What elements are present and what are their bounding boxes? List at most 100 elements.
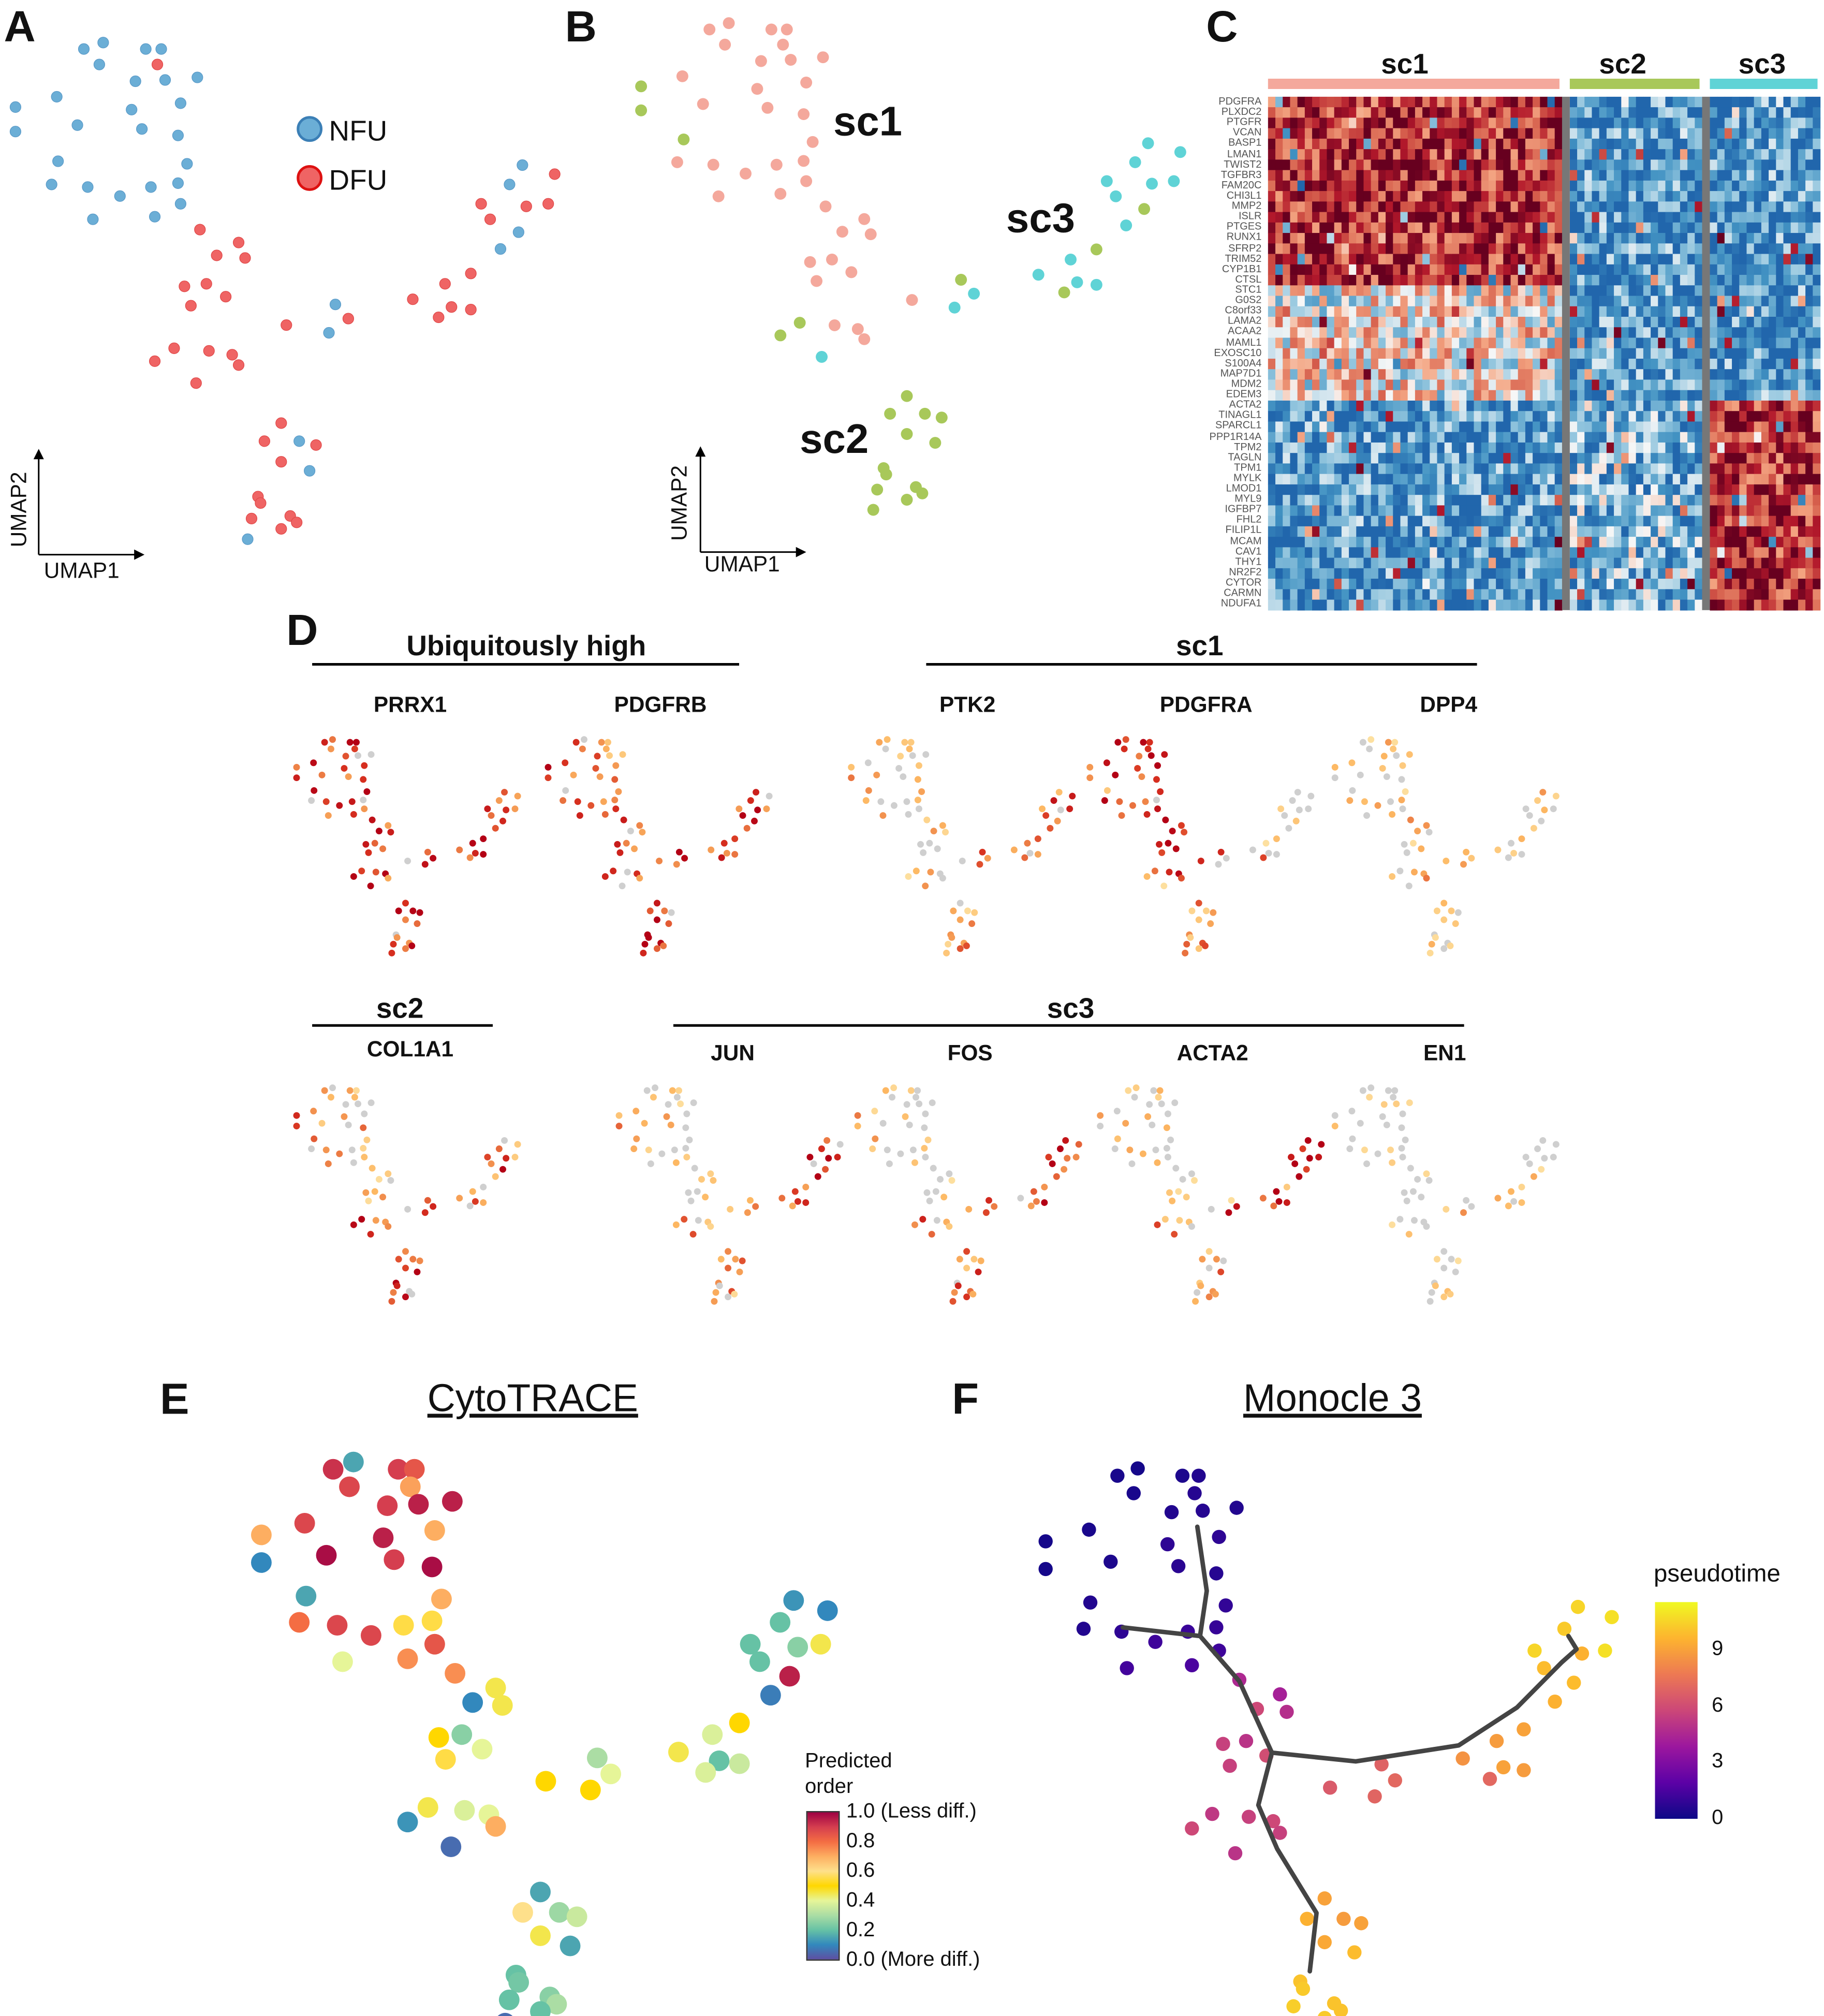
heatmap-cell: [1518, 579, 1526, 590]
heatmap-cell: [1510, 296, 1519, 307]
heatmap-cell: [1474, 505, 1482, 517]
heatmap-cell: [1290, 327, 1298, 339]
heatmap-cell: [1437, 264, 1445, 275]
heatmap-cell: [1724, 275, 1732, 286]
heatmap-cell: [1761, 222, 1769, 233]
heatmap-cell: [1569, 432, 1578, 443]
heatmap-cell: [1503, 233, 1511, 244]
heatmap-cell: [1540, 526, 1548, 537]
heatmap-cell: [1628, 505, 1637, 517]
heatmap-cell: [1466, 390, 1475, 401]
heatmap-cell: [1297, 149, 1305, 160]
heatmap-cell: [1651, 442, 1659, 453]
heatmap-cell: [1628, 128, 1637, 139]
heatmap-cell: [1275, 421, 1283, 433]
heatmap-cell: [1798, 159, 1806, 171]
heatmap-cell: [1805, 495, 1814, 506]
heatmap-cell: [1503, 296, 1511, 307]
expression-point: [1187, 934, 1194, 941]
heatmap-cell: [1584, 222, 1593, 233]
heatmap-cell: [1554, 201, 1563, 213]
expression-point: [653, 916, 660, 923]
feature-title-prrx1: PRRX1: [373, 693, 447, 717]
pseudotime-point: [1196, 1504, 1210, 1518]
expression-point: [665, 1101, 672, 1108]
heatmap-cell: [1422, 180, 1431, 192]
expression-point: [915, 805, 922, 813]
cell-point: [1120, 219, 1132, 231]
heatmap-cell: [1746, 285, 1755, 297]
heatmap-cell: [1363, 599, 1372, 611]
heatmap-cell: [1393, 526, 1401, 537]
heatmap-cell: [1746, 537, 1755, 548]
heatmap-cell: [1488, 568, 1496, 579]
heatmap-cell: [1547, 317, 1555, 328]
heatmap-cell: [1695, 107, 1703, 119]
heatmap-cell: [1533, 579, 1541, 590]
heatmap-cell: [1636, 411, 1644, 422]
heatmap-cell: [1371, 201, 1379, 213]
heatmap-cell: [1415, 117, 1423, 129]
pseudotime-point: [1130, 1461, 1145, 1476]
expression-point: [385, 1170, 392, 1178]
expression-point: [1129, 802, 1136, 809]
heatmap-cell: [1518, 348, 1526, 359]
cytotrace-point: [783, 1590, 804, 1611]
heatmap-cell: [1658, 411, 1666, 422]
expression-point: [1405, 882, 1413, 890]
expression-point: [611, 797, 619, 804]
expression-point: [708, 846, 715, 854]
heatmap-gene-label: ACTA2: [1229, 399, 1262, 410]
cell-point: [226, 349, 238, 361]
expression-point: [1425, 829, 1433, 836]
pseudotime-point: [1273, 1826, 1287, 1840]
expression-point: [736, 1268, 743, 1275]
cell-point: [817, 51, 829, 64]
heatmap-cell: [1518, 379, 1526, 391]
heatmap-cell: [1628, 348, 1637, 359]
heatmap-cell: [1658, 201, 1666, 213]
heatmap-cell: [1769, 589, 1777, 600]
heatmap-cell: [1297, 505, 1305, 517]
heatmap-cell: [1672, 589, 1681, 600]
expression-point: [1033, 1198, 1040, 1205]
heatmap-cell: [1268, 201, 1276, 213]
heatmap-cell: [1430, 348, 1438, 359]
expression-point: [948, 934, 955, 941]
heatmap-cell: [1496, 327, 1504, 339]
heatmap-cell: [1393, 201, 1401, 213]
heatmap-cell: [1672, 180, 1681, 192]
heatmap-cell: [1334, 317, 1342, 328]
pseudotime-point: [1455, 1751, 1470, 1766]
expression-point: [351, 745, 358, 753]
heatmap-cell: [1363, 180, 1372, 192]
heatmap-cell: [1283, 201, 1291, 213]
heatmap-cell: [1378, 358, 1386, 370]
heatmap-cell: [1474, 526, 1482, 537]
pseudotime-point: [1148, 1635, 1163, 1649]
heatmap-gene-label: ACAA2: [1227, 326, 1262, 337]
heatmap-cell: [1319, 358, 1328, 370]
expression-point: [1389, 873, 1396, 880]
heatmap-cell: [1283, 526, 1291, 537]
heatmap-cell: [1290, 107, 1298, 119]
heatmap-cell: [1680, 579, 1688, 590]
heatmap-gene-label: G0S2: [1235, 294, 1262, 306]
heatmap-cell: [1334, 117, 1342, 129]
heatmap-cell: [1606, 180, 1614, 192]
heatmap-cell: [1451, 180, 1460, 192]
heatmap-cell: [1349, 170, 1357, 181]
heatmap-cell: [1614, 243, 1622, 255]
heatmap-cell: [1577, 201, 1585, 213]
heatmap-cell: [1341, 149, 1349, 160]
heatmap-cell: [1386, 201, 1394, 213]
heatmap-cell: [1621, 254, 1629, 265]
expression-point: [789, 1202, 796, 1210]
heatmap-cell: [1680, 138, 1688, 150]
heatmap-cell: [1724, 222, 1732, 233]
heatmap-cell: [1577, 589, 1585, 600]
heatmap-cell: [1415, 390, 1423, 401]
heatmap-cell: [1651, 358, 1659, 370]
heatmap-cell: [1636, 212, 1644, 223]
pseudotime-point: [1266, 1814, 1281, 1829]
